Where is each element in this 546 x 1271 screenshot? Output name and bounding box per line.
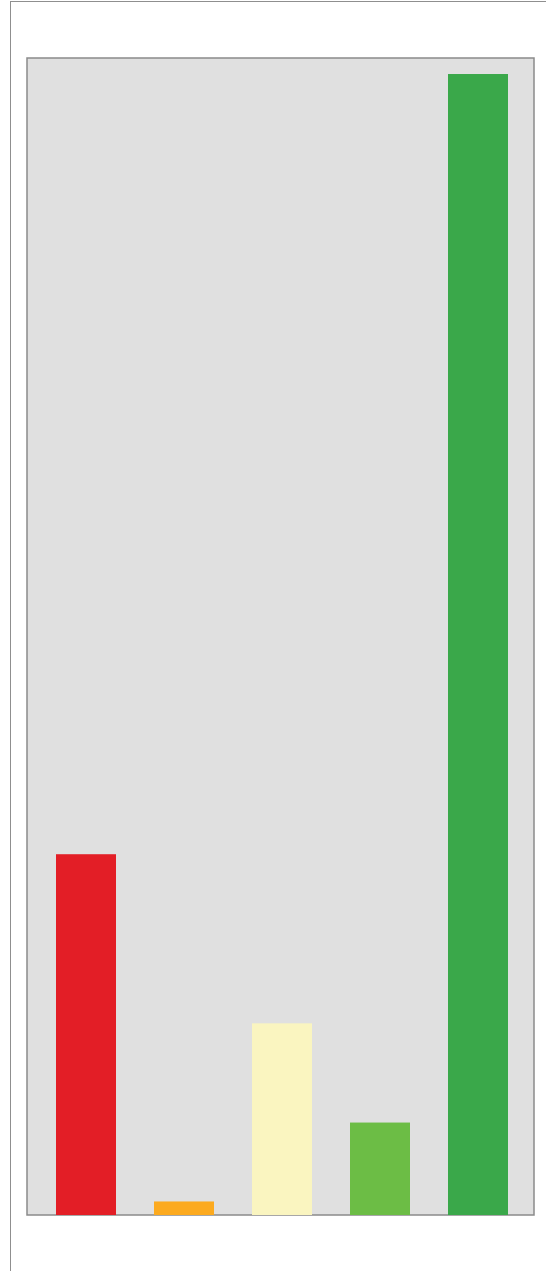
bar-5 xyxy=(448,74,508,1215)
bar-3 xyxy=(252,1023,312,1215)
bars-group xyxy=(56,74,508,1215)
bar-1 xyxy=(56,854,116,1215)
page-frame xyxy=(10,1,546,1271)
bar-4 xyxy=(350,1122,410,1215)
bar-2 xyxy=(154,1201,214,1215)
